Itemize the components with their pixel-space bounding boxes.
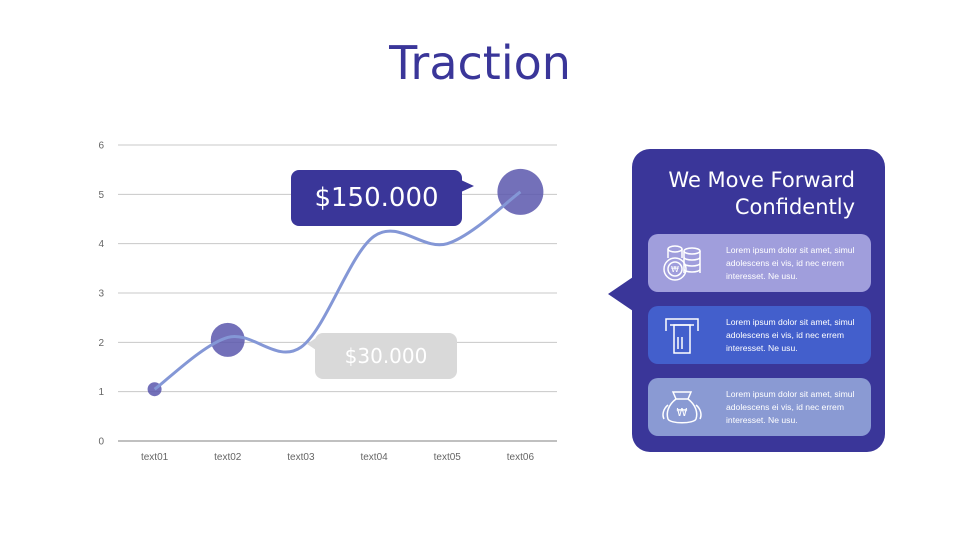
x-tick-label: text05 [434,452,462,463]
x-tick-label: text06 [507,452,535,463]
series-line [153,190,522,391]
y-tick-label: 0 [98,437,104,448]
panel-title-line1: We Move Forward [668,168,855,192]
y-tick-label: 5 [98,190,104,201]
svg-text:₩: ₩ [671,265,679,274]
x-tick-label: text03 [287,452,315,463]
y-tick-label: 1 [98,387,104,398]
y-tick-label: 2 [98,338,104,349]
money-bags-icon: ₩ [662,391,702,424]
bubble-text02 [210,322,245,357]
y-tick-label: 3 [98,289,104,300]
y-tick-label: 6 [98,141,104,152]
info-item-text: Lorem ipsum dolor sit amet, simul adoles… [726,316,855,353]
info-item-money-bags: ₩ Lorem ipsum dolor sit amet, simul adol… [648,378,871,436]
y-tick-label: 4 [98,239,104,250]
panel-title-line2: Confidently [734,195,855,219]
info-panel: We Move Forward Confidently ₩ Lorem ipsu… [608,149,885,452]
panel-title: We Move Forward Confidently [668,167,855,221]
atm-icon [665,318,699,354]
info-item-text: Lorem ipsum dolor sit amet, simul adoles… [726,388,855,425]
page-title: Traction [389,36,571,90]
x-tick-label: text04 [360,452,388,463]
coins-icon: ₩ [663,245,701,281]
svg-text:₩: ₩ [677,406,688,419]
x-tick-label: text02 [214,452,242,463]
info-item-text: Lorem ipsum dolor sit amet, simul adoles… [726,244,855,281]
info-item-atm: Lorem ipsum dolor sit amet, simul adoles… [648,306,871,364]
callout-150000: $150.000 [291,170,474,226]
info-item-coins: ₩ Lorem ipsum dolor sit amet, simul adol… [648,234,871,292]
x-tick-label: text01 [141,452,169,463]
callout-30000: $30.000 [307,333,457,379]
